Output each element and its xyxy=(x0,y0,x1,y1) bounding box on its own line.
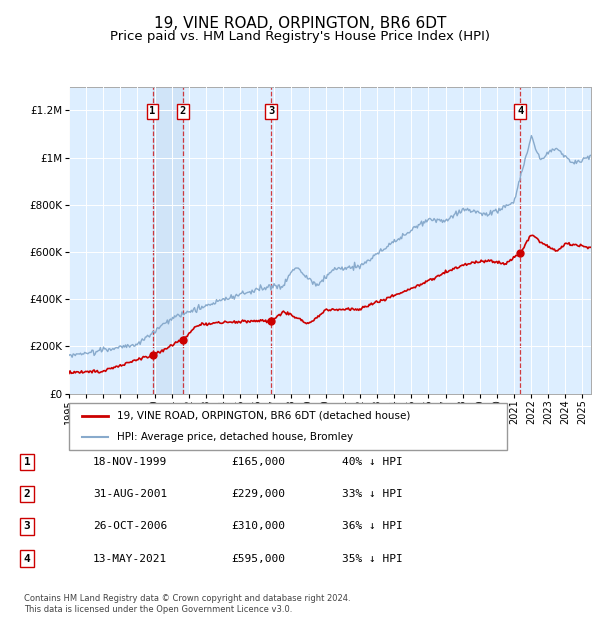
Text: 19, VINE ROAD, ORPINGTON, BR6 6DT (detached house): 19, VINE ROAD, ORPINGTON, BR6 6DT (detac… xyxy=(117,410,410,420)
Text: 31-AUG-2001: 31-AUG-2001 xyxy=(93,489,167,499)
Text: 35% ↓ HPI: 35% ↓ HPI xyxy=(342,554,403,564)
Text: Price paid vs. HM Land Registry's House Price Index (HPI): Price paid vs. HM Land Registry's House … xyxy=(110,30,490,43)
Text: £165,000: £165,000 xyxy=(231,457,285,467)
Text: 18-NOV-1999: 18-NOV-1999 xyxy=(93,457,167,467)
Text: 3: 3 xyxy=(268,106,274,116)
Text: 19, VINE ROAD, ORPINGTON, BR6 6DT: 19, VINE ROAD, ORPINGTON, BR6 6DT xyxy=(154,16,446,30)
Text: 26-OCT-2006: 26-OCT-2006 xyxy=(93,521,167,531)
Text: 1: 1 xyxy=(149,106,155,116)
Text: 2: 2 xyxy=(23,489,31,499)
Text: 4: 4 xyxy=(23,554,31,564)
Text: HPI: Average price, detached house, Bromley: HPI: Average price, detached house, Brom… xyxy=(117,432,353,442)
Text: 2: 2 xyxy=(180,106,186,116)
Text: £595,000: £595,000 xyxy=(231,554,285,564)
Text: Contains HM Land Registry data © Crown copyright and database right 2024.
This d: Contains HM Land Registry data © Crown c… xyxy=(24,595,350,614)
Text: 36% ↓ HPI: 36% ↓ HPI xyxy=(342,521,403,531)
Text: 3: 3 xyxy=(23,521,31,531)
Text: 4: 4 xyxy=(517,106,523,116)
Text: 13-MAY-2021: 13-MAY-2021 xyxy=(93,554,167,564)
Text: 33% ↓ HPI: 33% ↓ HPI xyxy=(342,489,403,499)
Text: 1: 1 xyxy=(23,457,31,467)
Text: £229,000: £229,000 xyxy=(231,489,285,499)
Text: 40% ↓ HPI: 40% ↓ HPI xyxy=(342,457,403,467)
Text: £310,000: £310,000 xyxy=(231,521,285,531)
Bar xyxy=(152,87,183,394)
FancyBboxPatch shape xyxy=(69,403,507,450)
